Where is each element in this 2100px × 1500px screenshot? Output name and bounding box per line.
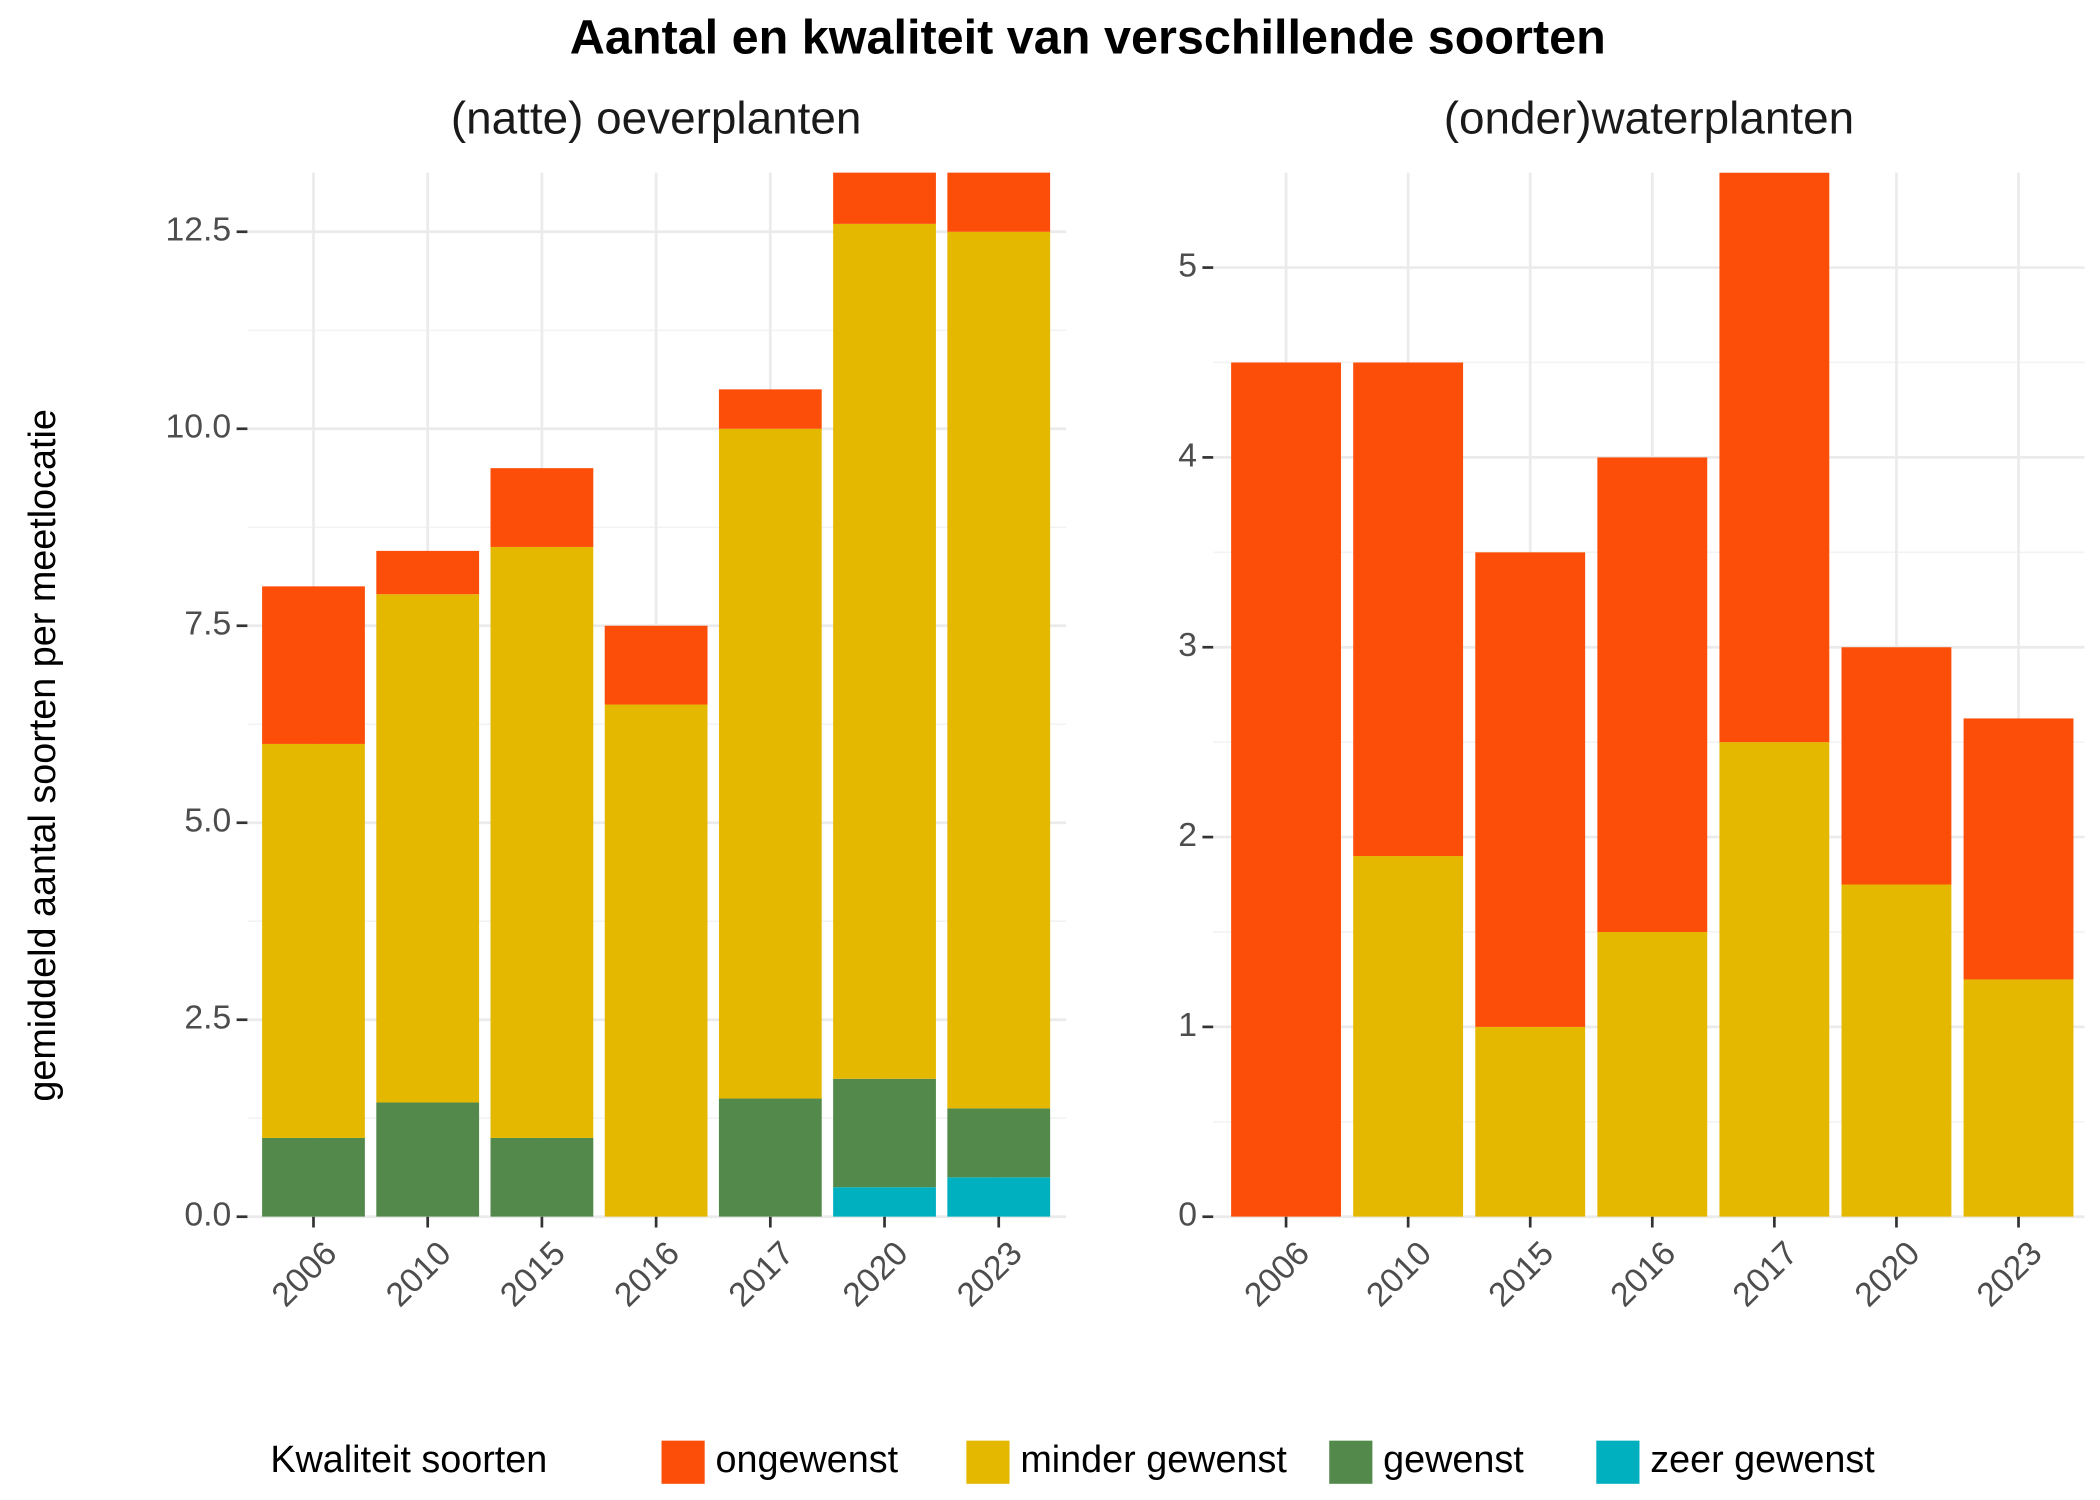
bar-segment [1475,1026,1586,1217]
bar-segment [376,1102,480,1217]
x-tick-label: 2015 [1481,1234,1561,1314]
legend-label: ongewenst [715,1439,898,1481]
bar-segment [947,1177,1051,1217]
bar-segment [490,1137,594,1217]
x-tick-label: 2016 [607,1234,687,1314]
bar-segment [833,172,936,224]
bar-segment [718,389,822,429]
x-tick-label: 2020 [835,1234,915,1314]
bar-segment [718,1098,822,1217]
y-tick-label: 3 [1178,626,1197,664]
y-tick-label: 2.5 [184,999,231,1037]
bars [262,172,1051,1217]
x-tick-label: 2017 [721,1234,801,1314]
y-tick-label: 0.0 [184,1196,231,1234]
y-tick-label: 0 [1178,1196,1197,1234]
y-tick-label: 10.0 [166,408,232,446]
y-tick-label: 5.0 [184,802,231,840]
x-tick-label: 2010 [379,1234,459,1314]
bar-segment [262,1137,365,1217]
x-tick-label: 2015 [493,1234,573,1314]
x-tick-label: 2017 [1725,1234,1805,1314]
bar-segment [376,594,480,1103]
bar-segment [1231,362,1341,1217]
panel-title: (onder)waterplanten [1444,92,1854,144]
bar-segment [1841,884,1952,1217]
bar-segment [1353,856,1464,1217]
bars [1231,172,2074,1217]
y-tick-label: 2 [1178,816,1197,854]
y-tick-label: 5 [1178,246,1197,284]
x-tick-label: 2023 [950,1234,1030,1314]
y-tick-label: 7.5 [184,605,231,643]
bar-segment [262,743,365,1138]
bar-segment [1597,931,1708,1217]
bar-segment [1597,457,1708,932]
bar-segment [490,468,594,547]
bar-segment [1353,362,1464,857]
x-tick-label: 2020 [1847,1234,1927,1314]
legend-label: zeer gewenst [1650,1439,1875,1481]
bar-segment [490,546,594,1138]
legend-title: Kwaliteit soorten [270,1439,547,1481]
bar-segment [947,231,1051,1109]
bar-segment [833,1078,936,1188]
bar-segment [1719,742,1830,1217]
bar-segment [833,1187,936,1217]
bar-segment [947,172,1051,232]
bar-segment [604,704,708,1217]
legend-swatch [661,1440,705,1484]
bar-segment [604,625,708,705]
x-tick-label: 2006 [1237,1234,1317,1314]
x-tick-label: 2023 [1969,1234,2049,1314]
bar-segment [1719,172,1830,743]
bar-segment [1475,552,1586,1027]
legend-swatch [966,1440,1010,1484]
legend-swatch [1596,1440,1640,1484]
x-tick-label: 2010 [1359,1234,1439,1314]
legend-label: minder gewenst [1020,1439,1287,1481]
bar-segment [376,550,480,595]
x-tick-label: 2016 [1603,1234,1683,1314]
chart-title: Aantal en kwaliteit van verschillende so… [570,10,1606,64]
bar-segment [262,586,365,744]
bar-segment [947,1108,1051,1178]
bar-segment [833,223,936,1079]
panel-title: (natte) oeverplanten [451,92,861,144]
x-tick-label: 2006 [264,1234,344,1314]
bar-segment [1841,647,1952,885]
legend-swatch [1329,1440,1373,1484]
y-tick-label: 4 [1178,436,1197,474]
legend-label: gewenst [1383,1439,1524,1481]
y-tick-label: 12.5 [166,211,232,249]
y-tick-label: 1 [1178,1006,1197,1044]
bar-segment [1963,718,2074,980]
bar-segment [1963,979,2074,1217]
bar-segment [718,428,822,1099]
y-axis-label: gemiddeld aantal soorten per meetlocatie [22,409,64,1102]
